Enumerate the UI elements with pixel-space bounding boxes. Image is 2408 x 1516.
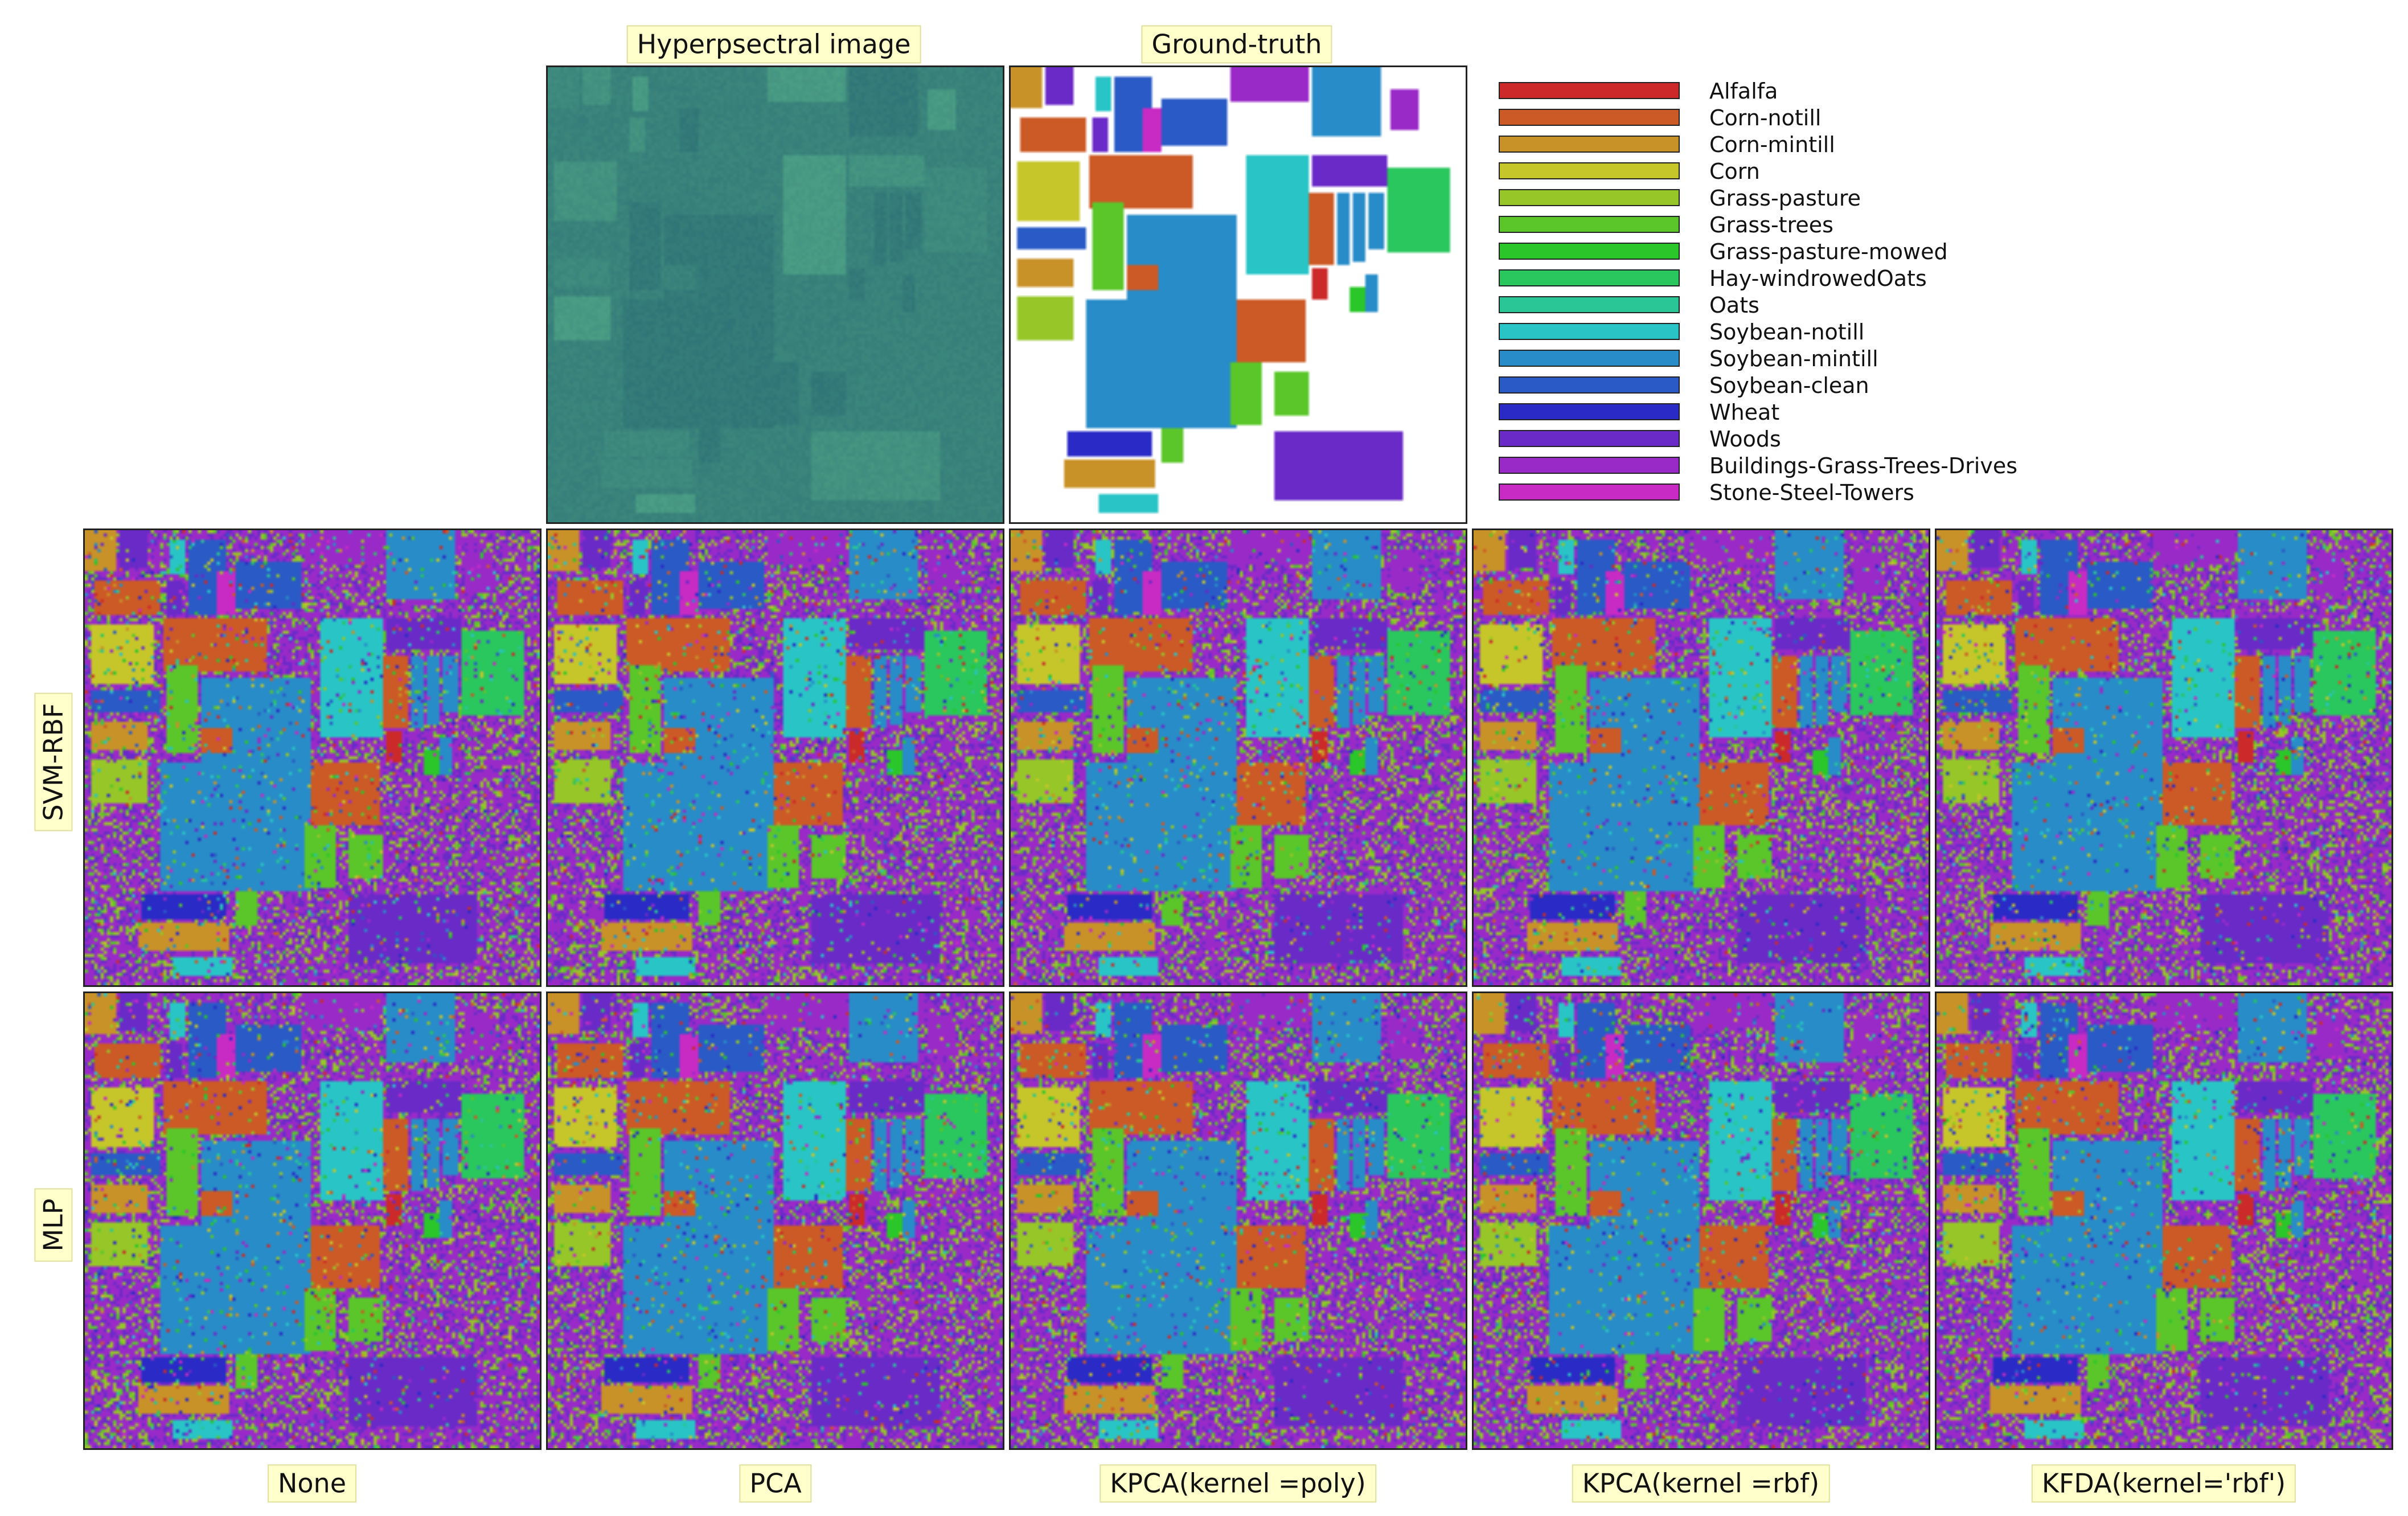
legend-swatch xyxy=(1499,269,1680,286)
legend-item-buildings: Buildings-Grass-Trees-Drives xyxy=(1499,453,2017,480)
row-label-mlp: MLP xyxy=(34,1188,73,1262)
legend-swatch xyxy=(1499,243,1680,260)
map-svm-rbf-kpca-poly xyxy=(1009,528,1467,987)
col-label-none: None xyxy=(267,1464,357,1503)
legend-item-grass-pasture-mowed: Grass-pasture-mowed xyxy=(1499,239,2011,266)
legend-swatch xyxy=(1499,323,1680,340)
map-mlp-kpca-poly xyxy=(1009,991,1467,1450)
legend-label: Wheat xyxy=(1709,400,1780,425)
legend-swatch xyxy=(1499,296,1680,313)
legend-swatch xyxy=(1499,162,1680,179)
map-mlp-kpca-rbf xyxy=(1472,991,1930,1450)
map-mlp-none xyxy=(83,991,542,1450)
legend-item-stone-steel-towers: Stone-Steel-Towers xyxy=(1499,480,2011,507)
legend-swatch xyxy=(1499,403,1680,420)
legend-label: Oats xyxy=(1709,293,1759,318)
col-label-pca: PCA xyxy=(739,1464,812,1503)
legend-item-hay-windrowed-oats: Hay-windrowedOats xyxy=(1499,266,2011,293)
map-svm-rbf-kfda-rbf xyxy=(1935,528,2393,987)
legend-item-corn: Corn xyxy=(1499,159,2011,186)
legend-label: Corn-mintill xyxy=(1709,132,1835,157)
legend-swatch xyxy=(1499,109,1680,126)
legend-item-oats: Oats xyxy=(1499,293,2011,319)
legend-label: Soybean-clean xyxy=(1709,373,1869,398)
legend-label: Woods xyxy=(1709,427,1781,452)
legend-item-soybean-clean: Soybean-clean xyxy=(1499,373,2011,400)
map-mlp-kfda-rbf xyxy=(1935,991,2393,1450)
hyperspectral-image xyxy=(546,65,1004,524)
legend-item-wheat: Wheat xyxy=(1499,400,2011,427)
legend-label: Grass-pasture xyxy=(1709,186,1861,211)
legend-label: Grass-pasture-mowed xyxy=(1709,239,1948,264)
map-svm-rbf-pca xyxy=(546,528,1004,987)
legend-item-alfalfa: Alfalfa xyxy=(1499,79,2011,105)
legend-swatch xyxy=(1499,457,1680,474)
legend-label: Hay-windrowedOats xyxy=(1709,266,1927,291)
legend-swatch xyxy=(1499,350,1680,367)
legend-item-soybean-notill: Soybean-notill xyxy=(1499,319,2011,346)
map-mlp-pca xyxy=(546,991,1004,1450)
legend-label: Soybean-notill xyxy=(1709,319,1865,345)
title-ground-truth: Ground-truth xyxy=(1141,25,1332,64)
legend-item-grass-pasture: Grass-pasture xyxy=(1499,186,2011,212)
legend-swatch xyxy=(1499,189,1680,206)
legend-swatch xyxy=(1499,376,1680,394)
legend-swatch xyxy=(1499,136,1680,153)
legend-label: Stone-Steel-Towers xyxy=(1709,480,1914,505)
col-label-kpca-poly: KPCA(kernel =poly) xyxy=(1100,1464,1376,1503)
legend-item-corn-mintill: Corn-mintill xyxy=(1499,132,2011,159)
legend-label: Buildings-Grass-Trees-Drives xyxy=(1709,453,2018,478)
legend-swatch xyxy=(1499,430,1680,447)
legend-swatch xyxy=(1499,82,1680,99)
legend-item-woods: Woods xyxy=(1499,427,2011,453)
legend-label: Corn-notill xyxy=(1709,105,1822,130)
ground-truth-map xyxy=(1009,65,1467,524)
legend-item-corn-notill: Corn-notill xyxy=(1499,105,2011,132)
title-hyperspectral: Hyperpsectral image xyxy=(626,25,921,64)
legend-label: Grass-trees xyxy=(1709,212,1833,237)
map-svm-rbf-kpca-rbf xyxy=(1472,528,1930,987)
legend-label: Corn xyxy=(1709,159,1760,184)
col-label-kfda-rbf: KFDA(kernel='rbf') xyxy=(2031,1464,2296,1503)
legend-swatch xyxy=(1499,484,1680,501)
legend-item-grass-trees: Grass-trees xyxy=(1499,212,2011,239)
map-svm-rbf-none xyxy=(83,528,542,987)
legend-label: Alfalfa xyxy=(1709,79,1778,104)
legend-label: Soybean-mintill xyxy=(1709,346,1878,371)
col-label-kpca-rbf: KPCA(kernel =rbf) xyxy=(1572,1464,1830,1503)
legend-swatch xyxy=(1499,216,1680,233)
row-label-svm-rbf: SVM-RBF xyxy=(34,693,73,831)
legend-item-soybean-mintill: Soybean-mintill xyxy=(1499,346,2011,373)
